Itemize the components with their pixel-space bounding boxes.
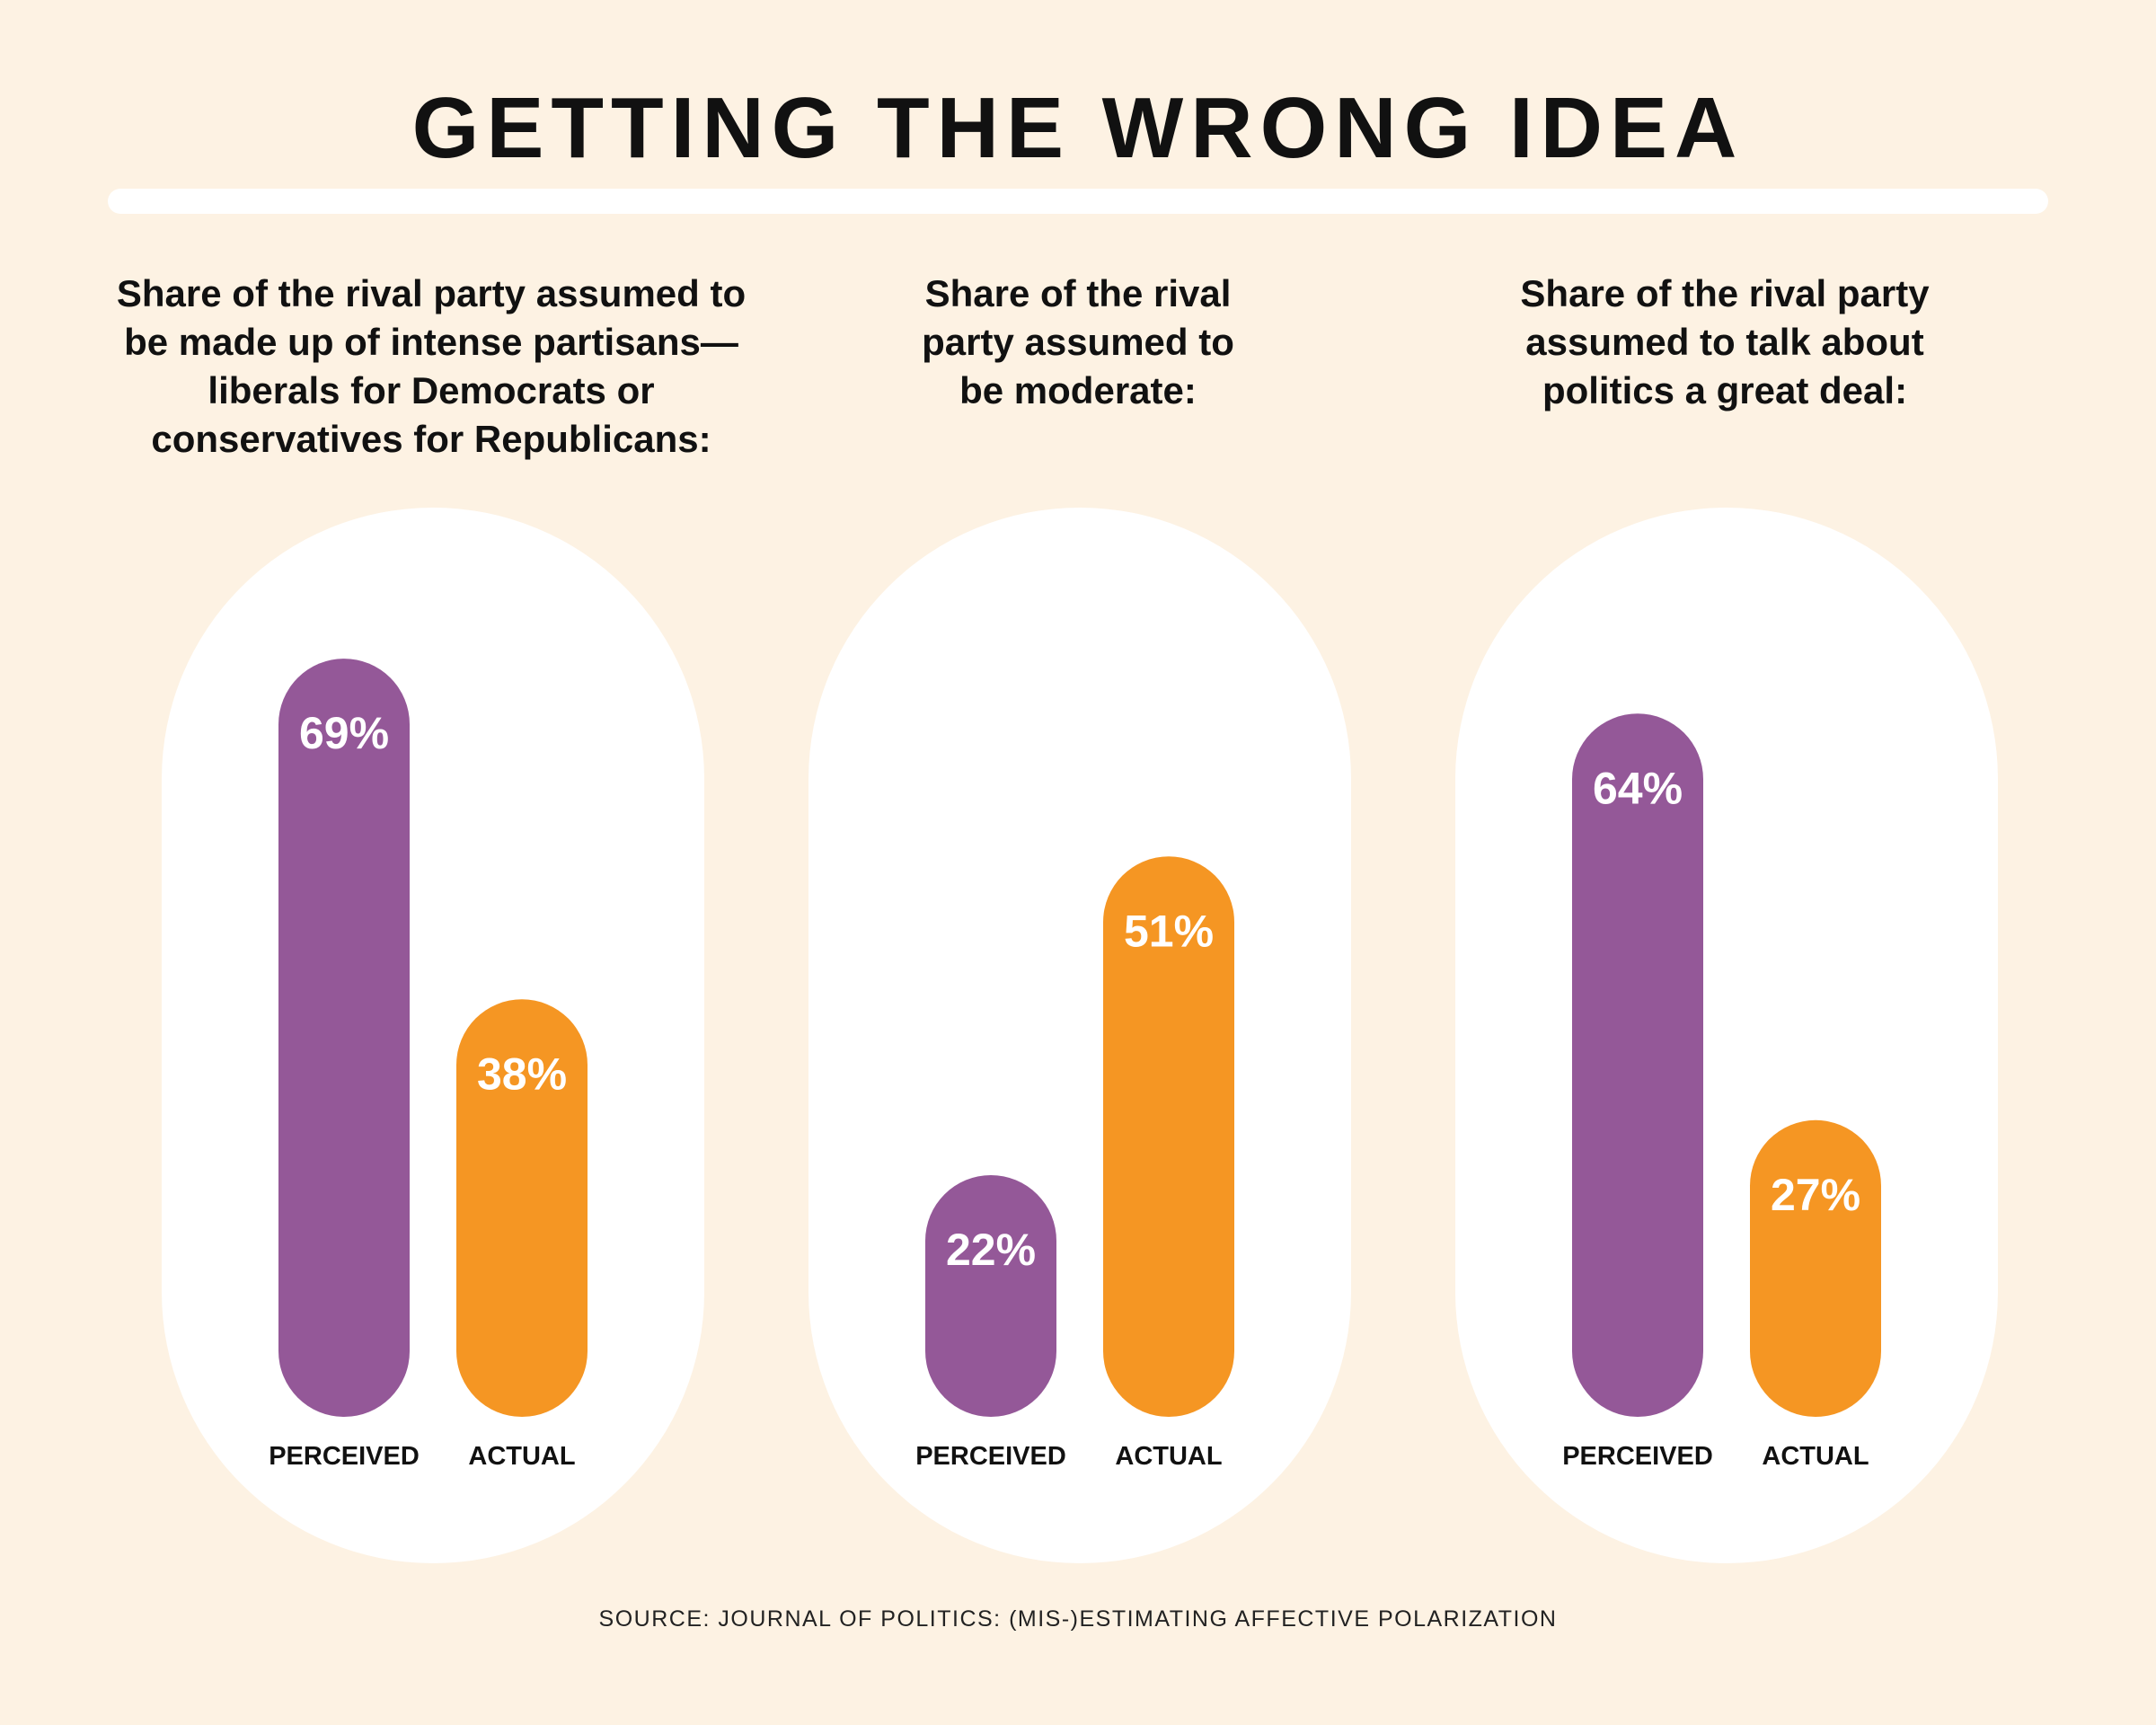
category-label: PERCEIVED [1562, 1442, 1713, 1471]
panel-2-subtitle: Share of the rival party assumed to be m… [922, 272, 1234, 411]
bar-perceived [925, 1174, 1056, 1417]
category-label: PERCEIVED [269, 1442, 420, 1471]
panel-background [808, 508, 1351, 1563]
bar-actual [1103, 856, 1234, 1417]
source-note: SOURCE: JOURNAL OF POLITICS: (MIS-)ESTIM… [598, 1606, 1558, 1632]
bar-perceived [1572, 713, 1703, 1417]
title-divider [108, 189, 2048, 214]
bar-value-label: 69% [299, 708, 389, 758]
chart-title: GETTING THE WRONG IDEA [411, 80, 1745, 176]
panel-background [162, 508, 704, 1563]
panel-3-subtitle: Share of the rival party assumed to talk… [1520, 272, 1930, 411]
bar-value-label: 22% [946, 1225, 1036, 1275]
category-label: ACTUAL [468, 1442, 575, 1471]
bar-actual [456, 999, 588, 1417]
panel-1: 69% PERCEIVED 38% ACTUAL [162, 508, 704, 1563]
panel-2: 22% PERCEIVED 51% ACTUAL [808, 508, 1351, 1563]
bar-value-label: 38% [477, 1048, 567, 1099]
category-label: ACTUAL [1762, 1442, 1869, 1471]
category-label: PERCEIVED [915, 1442, 1066, 1471]
panel-3: 64% PERCEIVED 27% ACTUAL [1455, 508, 1998, 1563]
category-label: ACTUAL [1115, 1442, 1222, 1471]
bar-value-label: 51% [1124, 906, 1214, 956]
bar-perceived [278, 659, 410, 1417]
bar-value-label: 27% [1771, 1170, 1860, 1220]
panel-background [1455, 508, 1998, 1563]
panel-1-subtitle: Share of the rival party assumed to be m… [116, 272, 747, 460]
bar-value-label: 64% [1593, 763, 1683, 813]
bar-actual [1750, 1119, 1881, 1417]
